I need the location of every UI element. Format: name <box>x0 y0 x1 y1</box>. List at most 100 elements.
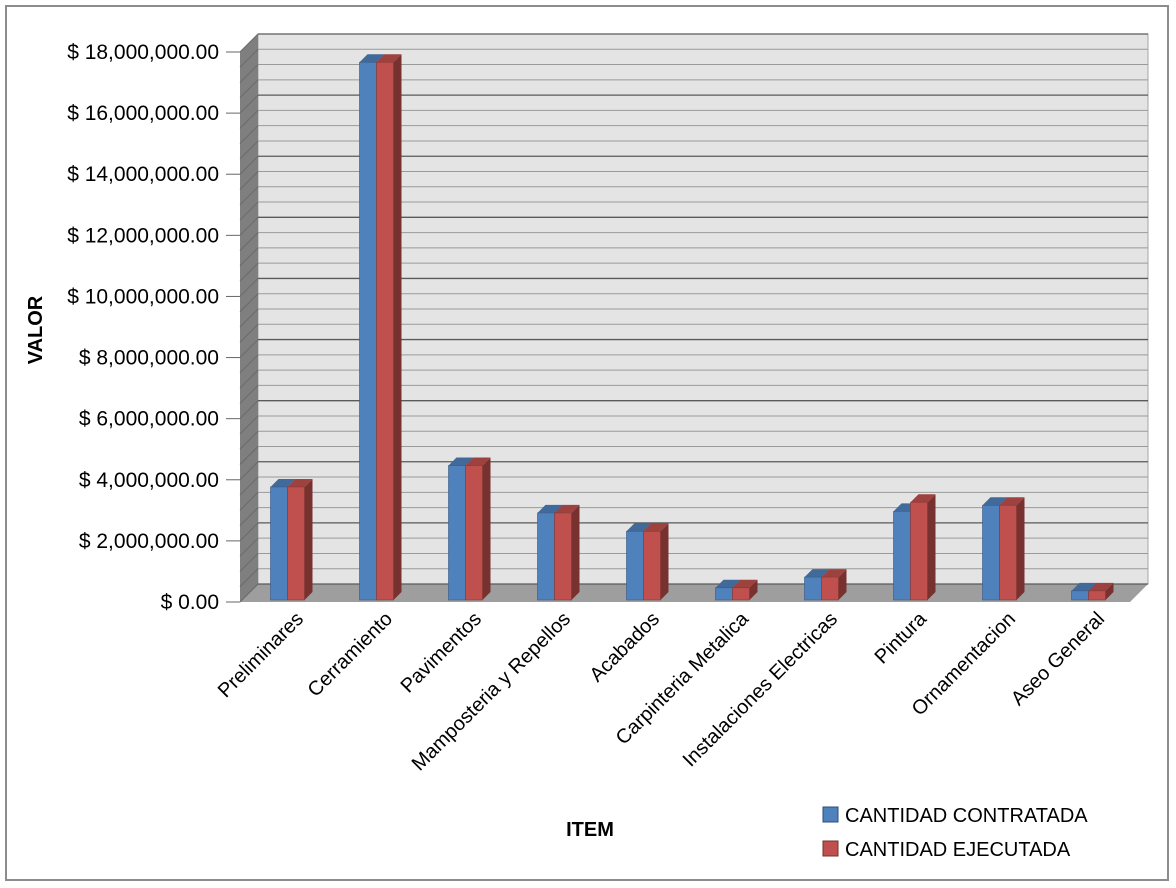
side-gridline <box>239 354 259 374</box>
side-gridline <box>239 461 259 481</box>
side-gridline <box>239 491 259 511</box>
side-gridline <box>239 232 259 251</box>
x-category-label: Pintura <box>871 607 932 668</box>
bar-front <box>626 530 644 601</box>
side-gridline <box>239 33 259 53</box>
side-gridline <box>239 537 259 557</box>
legend-swatch <box>822 840 839 857</box>
bar <box>643 523 669 601</box>
bar-front <box>554 512 572 601</box>
bar-top <box>626 523 652 532</box>
bar-top <box>287 478 313 487</box>
bar-top <box>554 504 580 513</box>
side-gridline <box>239 400 259 420</box>
x-category-label: Mamposteria y Repellos <box>408 608 575 775</box>
bar-front <box>1088 590 1106 601</box>
x-axis-title: ITEM <box>566 819 614 841</box>
bar <box>465 457 491 601</box>
side-gridline <box>239 308 259 328</box>
bar-front <box>999 504 1017 601</box>
bar-front <box>715 587 733 601</box>
bar-side <box>927 494 936 600</box>
bar <box>1088 582 1114 601</box>
bar <box>732 579 758 601</box>
y-tick-label: $ 12,000,000.00 <box>67 224 219 247</box>
side-gridline <box>239 140 259 160</box>
x-category-label: Instalaciones Electricas <box>679 608 842 771</box>
bar-top <box>804 569 830 578</box>
bar-side <box>393 54 402 600</box>
bar <box>910 494 936 601</box>
side-gridline <box>239 369 259 389</box>
x-category-label: Pavimentos <box>397 608 486 697</box>
bar-top <box>465 457 491 466</box>
y-tick-label: $ 18,000,000.00 <box>67 41 219 64</box>
y-tick-label: $ 16,000,000.00 <box>67 102 219 125</box>
bar-top <box>1071 582 1097 591</box>
bar <box>287 478 313 601</box>
legend-label: CANTIDAD EJECUTADA <box>845 839 1071 861</box>
side-gridline <box>239 64 259 83</box>
side-gridline <box>239 339 259 358</box>
bar <box>376 54 402 601</box>
side-gridline <box>239 446 259 465</box>
side-gridline <box>239 278 259 297</box>
side-gridline <box>239 385 259 404</box>
bar-front <box>376 61 394 601</box>
x-category-label: Acabados <box>586 608 664 686</box>
side-gridline <box>239 262 259 282</box>
side-gridline <box>239 553 259 572</box>
x-category-label: Cerramiento <box>304 608 397 701</box>
side-gridline <box>239 293 259 313</box>
bar-side <box>482 457 491 600</box>
side-gridline <box>239 430 259 450</box>
bar-front <box>448 465 466 601</box>
bar-front <box>537 512 555 601</box>
bar-front <box>982 504 1000 601</box>
bar-side <box>571 504 580 600</box>
legend-swatch <box>822 806 839 823</box>
x-category-label: Aseo General <box>1007 608 1109 710</box>
side-gridline <box>239 568 259 588</box>
bar-front <box>465 465 483 601</box>
bar-front <box>910 501 928 601</box>
bar-top <box>982 497 1008 506</box>
side-gridline <box>239 79 259 99</box>
y-tick-label: $ 4,000,000.00 <box>79 469 219 492</box>
y-tick-label: $ 0.00 <box>161 591 219 614</box>
bar <box>999 497 1025 601</box>
side-gridline <box>239 507 259 526</box>
bar-front <box>821 576 839 601</box>
bar-side <box>1105 582 1114 600</box>
bar-front <box>270 486 288 601</box>
bar-front <box>287 486 305 601</box>
bar-top <box>537 504 563 513</box>
bar-top <box>359 54 385 63</box>
bar-side <box>749 579 758 600</box>
y-tick-label: $ 10,000,000.00 <box>67 285 219 308</box>
bar-front <box>893 511 911 601</box>
side-gridline <box>239 155 259 175</box>
bar-front <box>643 530 661 601</box>
side-gridline <box>239 186 259 206</box>
y-tick-label: $ 14,000,000.00 <box>67 163 219 186</box>
side-gridline <box>239 201 259 221</box>
bar-side <box>304 478 313 600</box>
bar-front <box>804 576 822 601</box>
bar-top <box>643 523 669 532</box>
side-gridline <box>239 247 259 267</box>
side-gridline <box>239 94 259 114</box>
side-gridline <box>239 110 259 129</box>
bar-front <box>359 61 377 601</box>
bar-side <box>1016 497 1025 600</box>
side-gridline <box>239 323 259 343</box>
bar-top <box>1088 582 1114 591</box>
bar-top <box>999 497 1025 506</box>
side-gridline <box>239 48 259 68</box>
side-gridline <box>239 216 259 236</box>
side-gridline <box>239 522 259 542</box>
bar-top <box>376 54 402 63</box>
bars <box>270 54 1114 601</box>
